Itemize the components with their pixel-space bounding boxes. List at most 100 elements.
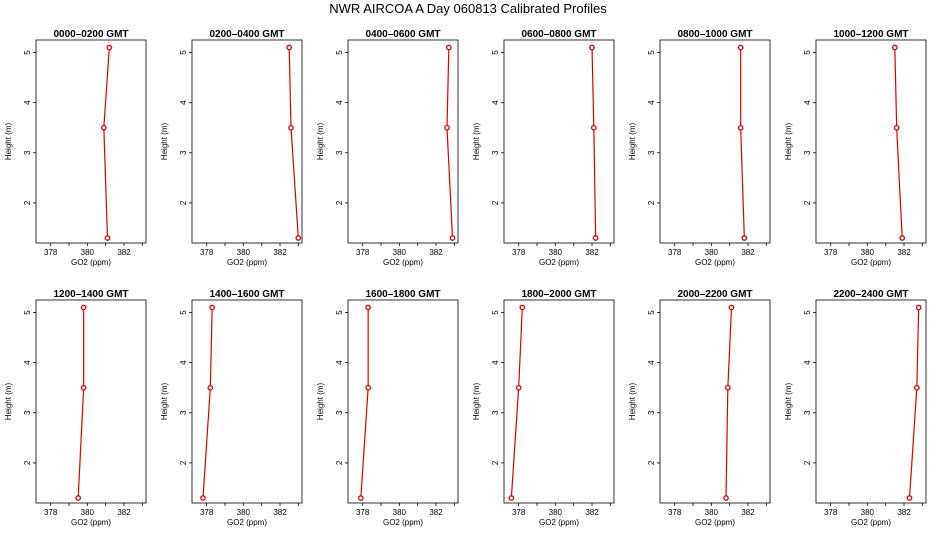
x-tick-label: 380 — [393, 248, 407, 257]
x-tick-label: 382 — [429, 248, 443, 257]
y-tick-label: 5 — [23, 310, 32, 315]
profile-line — [446, 47, 454, 239]
panel-title: 1800–2000 GMT — [521, 289, 596, 300]
y-axis-label: Height (m) — [160, 122, 169, 160]
data-point — [893, 124, 900, 131]
profile-line — [103, 47, 110, 239]
panel-11: 2000–2200 GMT 378 380 382 2 3 4 5 GO2 (ppm) Heigh… — [628, 289, 771, 527]
y-axis-label: Height (m) — [160, 382, 169, 420]
data-point — [104, 235, 111, 241]
y-tick-label: 4 — [647, 360, 656, 365]
y-tick-label: 3 — [647, 150, 656, 155]
panel-2: 0200–0400 GMT 378 380 382 2 3 4 5 GO2 (ppm) Heigh… — [160, 29, 303, 267]
y-tick-label: 2 — [23, 460, 32, 465]
x-tick-label: 380 — [81, 248, 95, 257]
profile-line — [740, 47, 745, 239]
y-tick-label: 4 — [491, 100, 500, 105]
profile-line — [725, 307, 733, 498]
data-point — [80, 384, 87, 391]
panel-9: 1600–1800 GMT 378 380 382 2 3 4 5 GO2 (ppm) Heigh… — [316, 289, 459, 527]
panel-8: 1400–1600 GMT 378 380 382 2 3 4 5 GO2 (ppm) Heigh… — [160, 289, 303, 527]
y-tick-label: 4 — [179, 100, 188, 105]
data-point — [365, 384, 372, 391]
plot-frame — [191, 39, 303, 244]
y-tick-label: 3 — [335, 150, 344, 155]
x-tick-label: 380 — [549, 248, 563, 257]
y-tick-label: 2 — [23, 200, 32, 205]
plot-frame — [191, 299, 303, 504]
y-tick-label: 5 — [491, 310, 500, 315]
x-tick-label: 378 — [200, 248, 214, 257]
x-tick-label: 382 — [117, 508, 131, 517]
data-point — [80, 304, 87, 311]
data-point — [445, 44, 452, 51]
x-axis-label: GO2 (ppm) — [227, 258, 267, 267]
data-point — [723, 495, 729, 501]
x-axis-label: GO2 (ppm) — [383, 258, 423, 267]
y-axis-label: Height (m) — [784, 122, 793, 160]
plot-frame — [659, 299, 771, 504]
y-tick-label: 3 — [491, 150, 500, 155]
y-tick-label: 4 — [803, 360, 812, 365]
data-point — [288, 124, 294, 131]
panel-title: 1600–1800 GMT — [365, 289, 440, 300]
panel-5: 0800–1000 GMT 378 380 382 2 3 4 5 GO2 (ppm) Heigh… — [628, 29, 771, 267]
y-tick-label: 2 — [179, 460, 188, 465]
data-point — [357, 495, 364, 501]
data-point — [295, 235, 302, 241]
profile-line — [288, 47, 299, 239]
y-tick-label: 4 — [803, 100, 812, 105]
y-tick-label: 4 — [335, 100, 344, 105]
x-tick-label: 378 — [824, 248, 838, 257]
data-point — [589, 44, 595, 51]
panel-3: 0400–0600 GMT 378 380 382 2 3 4 5 GO2 (ppm) Heigh… — [316, 29, 459, 267]
x-axis-label: GO2 (ppm) — [227, 518, 267, 527]
x-tick-label: 382 — [429, 508, 443, 517]
panel-title: 0600–0800 GMT — [521, 29, 596, 40]
plot-frame — [503, 39, 615, 244]
y-axis-label: Height (m) — [316, 382, 325, 420]
x-tick-label: 382 — [897, 248, 911, 257]
y-axis-label: Height (m) — [316, 122, 325, 160]
plot-frame — [35, 299, 147, 504]
data-point — [737, 44, 744, 51]
y-tick-label: 3 — [803, 150, 812, 155]
data-point — [590, 124, 597, 131]
y-tick-label: 5 — [179, 50, 188, 55]
y-tick-label: 5 — [335, 310, 344, 315]
x-tick-label: 382 — [741, 248, 755, 257]
plot-frame — [503, 299, 615, 504]
data-point — [100, 124, 107, 131]
y-axis-label: Height (m) — [4, 382, 13, 420]
y-tick-label: 2 — [803, 200, 812, 205]
plot-frame — [659, 39, 771, 244]
y-tick-label: 3 — [23, 150, 32, 155]
panel-12: 2200–2400 GMT 378 380 382 2 3 4 5 GO2 (ppm) Heigh… — [784, 289, 927, 527]
plot-frame — [347, 39, 459, 244]
x-axis-label: GO2 (ppm) — [695, 258, 735, 267]
y-tick-label: 2 — [491, 460, 500, 465]
x-tick-label: 380 — [861, 508, 875, 517]
data-point — [737, 124, 744, 131]
panel-title: 2200–2400 GMT — [833, 289, 908, 300]
x-axis-label: GO2 (ppm) — [71, 518, 111, 527]
x-tick-label: 382 — [273, 248, 287, 257]
data-point — [515, 384, 522, 391]
data-point — [899, 235, 906, 241]
profile-line — [908, 307, 920, 499]
data-point — [209, 304, 216, 311]
panel-title: 0400–0600 GMT — [365, 29, 440, 40]
x-tick-label: 378 — [512, 508, 526, 517]
y-tick-label: 3 — [179, 410, 188, 415]
data-point — [741, 235, 748, 241]
data-point — [728, 304, 735, 311]
x-tick-label: 380 — [705, 248, 719, 257]
x-tick-label: 378 — [668, 508, 682, 517]
x-axis-label: GO2 (ppm) — [539, 258, 579, 267]
y-tick-label: 5 — [179, 310, 188, 315]
x-tick-label: 380 — [237, 248, 251, 257]
x-tick-label: 382 — [273, 508, 287, 517]
y-axis-label: Height (m) — [628, 122, 637, 160]
plot-frame — [815, 299, 927, 504]
